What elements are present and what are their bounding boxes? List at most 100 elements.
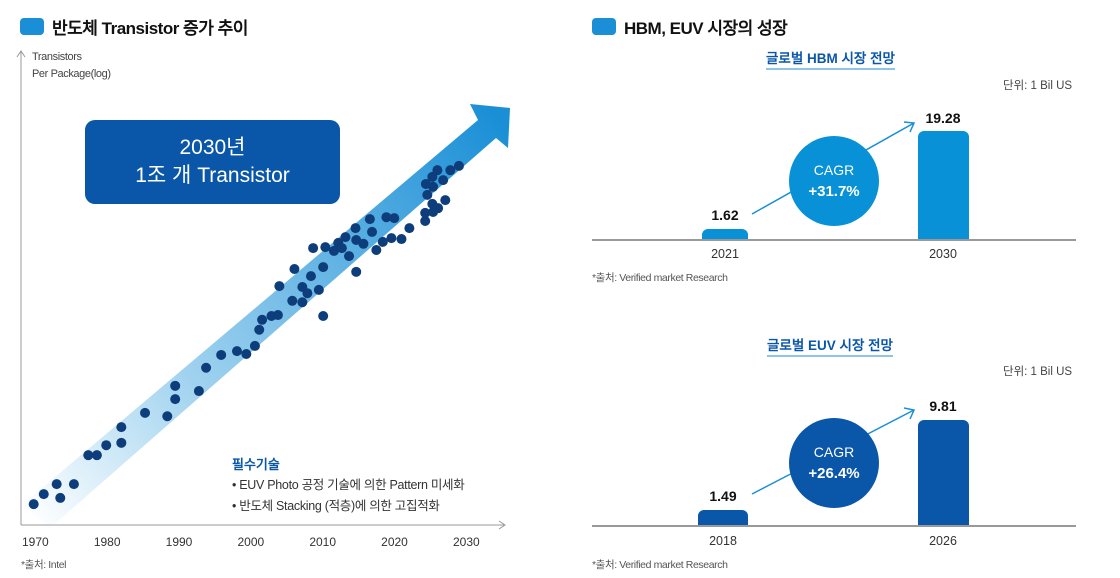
data-point [201, 362, 212, 373]
cagr-label: CAGR [813, 162, 855, 178]
euv-baseline [592, 525, 1076, 527]
hbm-unit: 단위: 1 Bil US [1003, 80, 1073, 92]
data-point [350, 223, 361, 234]
data-point [162, 411, 173, 422]
data-point [216, 349, 227, 360]
hbm-value-2021: 1.62 [711, 207, 739, 223]
data-point [249, 340, 260, 351]
euv-source: *출처: Verified market Research [592, 559, 728, 571]
transistor-scatter-chart [16, 50, 510, 530]
data-point [432, 165, 443, 176]
x-tick-label: 1980 [93, 535, 121, 549]
hbm-bar-2021 [702, 229, 748, 239]
x-tick-label: 1970 [22, 535, 49, 549]
data-point [367, 226, 378, 237]
hbm-source: *출처: Verified market Research [592, 272, 728, 284]
euv-bar-2026 [918, 420, 969, 525]
data-point [257, 314, 268, 325]
essential-title: 필수기술 [232, 457, 280, 472]
data-point [336, 243, 347, 254]
cagr-value: +26.4% [808, 465, 860, 482]
data-point [193, 386, 204, 397]
y-axis-label: Transistors Per Package(log) [32, 49, 111, 83]
data-point [445, 165, 456, 176]
data-point [420, 178, 431, 189]
data-point [170, 394, 181, 405]
data-point [328, 245, 339, 256]
data-point [438, 175, 449, 186]
x-tick-label: 2030 [453, 535, 480, 549]
hbm-chart-title: 글로벌 HBM 시장 전망 [766, 50, 895, 70]
euv-value-2018: 1.49 [709, 488, 737, 504]
data-point [404, 223, 415, 234]
euv-value-2026: 9.81 [929, 398, 957, 414]
data-point [101, 440, 112, 451]
data-point [422, 189, 433, 200]
right-title-text: HBM, EUV 시장의 성장 [624, 19, 788, 38]
euv-year-2026: 2026 [929, 534, 957, 548]
euv-unit: 단위: 1 Bil US [1003, 366, 1073, 378]
left-source: *출처: Intel [21, 559, 67, 571]
hbm-bar-2030 [918, 131, 969, 239]
data-point [313, 284, 324, 295]
data-point [274, 281, 285, 292]
data-point [140, 407, 151, 418]
data-point [297, 297, 308, 308]
data-point [453, 160, 464, 171]
data-point [433, 203, 444, 214]
x-tick-label: 1990 [165, 535, 193, 549]
euv-bar-2018 [698, 510, 748, 525]
hbm-cagr-badge: CAGR +31.7% [789, 136, 879, 226]
data-point [371, 244, 382, 255]
euv-chart-title: 글로벌 EUV 시장 전망 [767, 337, 893, 357]
y-axis-arrow-icon [16, 50, 26, 58]
hbm-baseline [592, 239, 1076, 241]
essential-item: • 반도체 Stacking (적층)에 의한 고집적화 [232, 499, 440, 513]
data-point [241, 349, 252, 359]
hbm-year-2030: 2030 [929, 247, 957, 261]
data-point [302, 288, 313, 299]
callout-line2: 1조 개 Transistor [135, 164, 290, 187]
data-point [308, 243, 319, 254]
data-point [116, 422, 127, 433]
data-point [344, 251, 355, 262]
data-point [305, 271, 316, 282]
data-point [289, 263, 300, 274]
data-point [51, 479, 62, 490]
data-point [377, 236, 388, 247]
data-point [116, 437, 127, 448]
data-point [420, 216, 431, 226]
data-point [320, 242, 331, 253]
hbm-value-2030: 19.28 [925, 110, 961, 126]
data-point [389, 213, 400, 224]
data-point [91, 450, 102, 461]
left-section-title: 반도체 Transistor 증가 추이 [20, 14, 248, 39]
data-point [340, 232, 351, 243]
x-tick-label: 2000 [237, 535, 265, 549]
data-point [396, 234, 407, 245]
essential-tech: 필수기술 • EUV Photo 공정 기술에 의한 Pattern 미세화 •… [232, 454, 465, 517]
callout-box: 2030년 1조 개 Transistor [85, 120, 340, 204]
left-title-text: 반도체 Transistor 증가 추이 [52, 19, 248, 38]
data-point [318, 262, 329, 273]
data-point [318, 311, 329, 321]
section-marker-icon [20, 18, 44, 35]
x-tick-label: 2010 [309, 535, 337, 549]
data-point [440, 195, 451, 206]
section-marker-icon [592, 18, 616, 35]
data-points [28, 160, 464, 510]
data-point [254, 324, 265, 335]
data-point [381, 212, 392, 223]
data-point [386, 233, 397, 244]
data-point [272, 310, 283, 321]
data-point [55, 492, 66, 503]
data-point [358, 238, 369, 249]
y-axis-label-line2: Per Package(log) [32, 68, 111, 80]
cagr-label: CAGR [813, 444, 855, 460]
data-point [38, 489, 49, 500]
data-point [287, 295, 298, 306]
hbm-year-2021: 2021 [711, 247, 739, 261]
data-point [420, 207, 431, 218]
right-section-title: HBM, EUV 시장의 성장 [592, 14, 788, 39]
euv-year-2018: 2018 [709, 534, 737, 548]
